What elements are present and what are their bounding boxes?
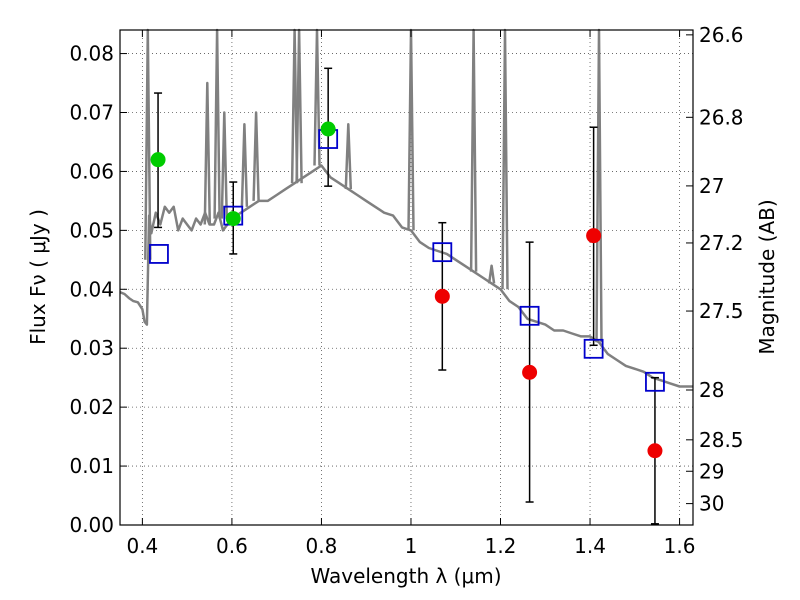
- y2-tick-label: 28.5: [699, 428, 744, 452]
- emission-line-spike: [487, 264, 496, 284]
- y2-tick-label: 26.6: [699, 23, 744, 47]
- y2-tick-label: 30: [699, 492, 724, 516]
- emission-line-spike: [213, 28, 221, 219]
- grid-lines: [120, 30, 693, 526]
- y-tick-label: 0.03: [69, 336, 114, 360]
- emission-line-spike: [469, 28, 478, 272]
- x-tick-label: 1: [405, 534, 418, 558]
- model-photometry-square: [645, 371, 665, 392]
- y2-tick-label: 28: [699, 378, 724, 402]
- emission-line-spike: [344, 123, 353, 190]
- model-photometry-square: [519, 305, 540, 326]
- model-photometry-square: [432, 242, 453, 263]
- emission-line-spike: [501, 28, 509, 290]
- nondetection-point: [434, 288, 450, 304]
- y2-tick-label: 27.2: [699, 231, 744, 255]
- x-axis-title: Wavelength λ (μm): [310, 564, 501, 588]
- x-tick-label: 1.2: [485, 534, 517, 558]
- y-tick-label: 0.01: [69, 454, 114, 478]
- model-photometry-square: [149, 244, 169, 264]
- x-tick-label: 1.4: [574, 534, 606, 558]
- ticks: 0.4 0.6 0.8 1 1.2 1.4 1.6 0.00 0.01 0.02 0.03 0.04 0…: [69, 23, 743, 558]
- emission-line-spike: [240, 123, 249, 207]
- plot-frame: [119, 29, 694, 526]
- marker-layer: [149, 67, 665, 525]
- emission-line-spike: [407, 28, 415, 231]
- x-tick-label: 0.6: [216, 534, 248, 558]
- emission-line-spike: [595, 28, 603, 343]
- emission-line-spike: [252, 111, 260, 201]
- y-axis-title: Flux Fν ( μJy ): [26, 209, 50, 345]
- y-tick-label: 0.08: [69, 42, 114, 66]
- x-tick-label: 1.6: [664, 534, 696, 558]
- y2-tick-label: 27.5: [699, 299, 744, 323]
- y-tick-label: 0.05: [69, 218, 114, 242]
- y-tick-label: 0.04: [69, 277, 114, 301]
- detection-point: [225, 211, 241, 227]
- y2-tick-label: 29: [699, 459, 724, 483]
- detection-point: [320, 121, 336, 137]
- x-tick-label: 0.8: [306, 534, 338, 558]
- spectrum-layer: [119, 28, 693, 388]
- y2-tick-label: 26.8: [699, 105, 744, 129]
- emission-line-spike: [295, 28, 303, 184]
- spectrum-line: [119, 164, 693, 388]
- emission-line-spike: [203, 81, 212, 225]
- x-tick-label: 0.4: [126, 534, 158, 558]
- y2-tick-label: 27: [699, 174, 724, 198]
- y-tick-label: 0.00: [69, 513, 114, 537]
- detection-point: [150, 152, 166, 168]
- emission-line-spike: [220, 111, 229, 219]
- y-tick-label: 0.02: [69, 395, 114, 419]
- y2-axis-title: Magnitude (AB): [755, 199, 779, 354]
- nondetection-point: [647, 443, 663, 459]
- nondetection-point: [522, 364, 538, 380]
- y-tick-label: 0.06: [69, 159, 114, 183]
- y-tick-label: 0.07: [69, 101, 114, 125]
- model-photometry-square: [583, 338, 604, 359]
- nondetection-point: [586, 228, 602, 244]
